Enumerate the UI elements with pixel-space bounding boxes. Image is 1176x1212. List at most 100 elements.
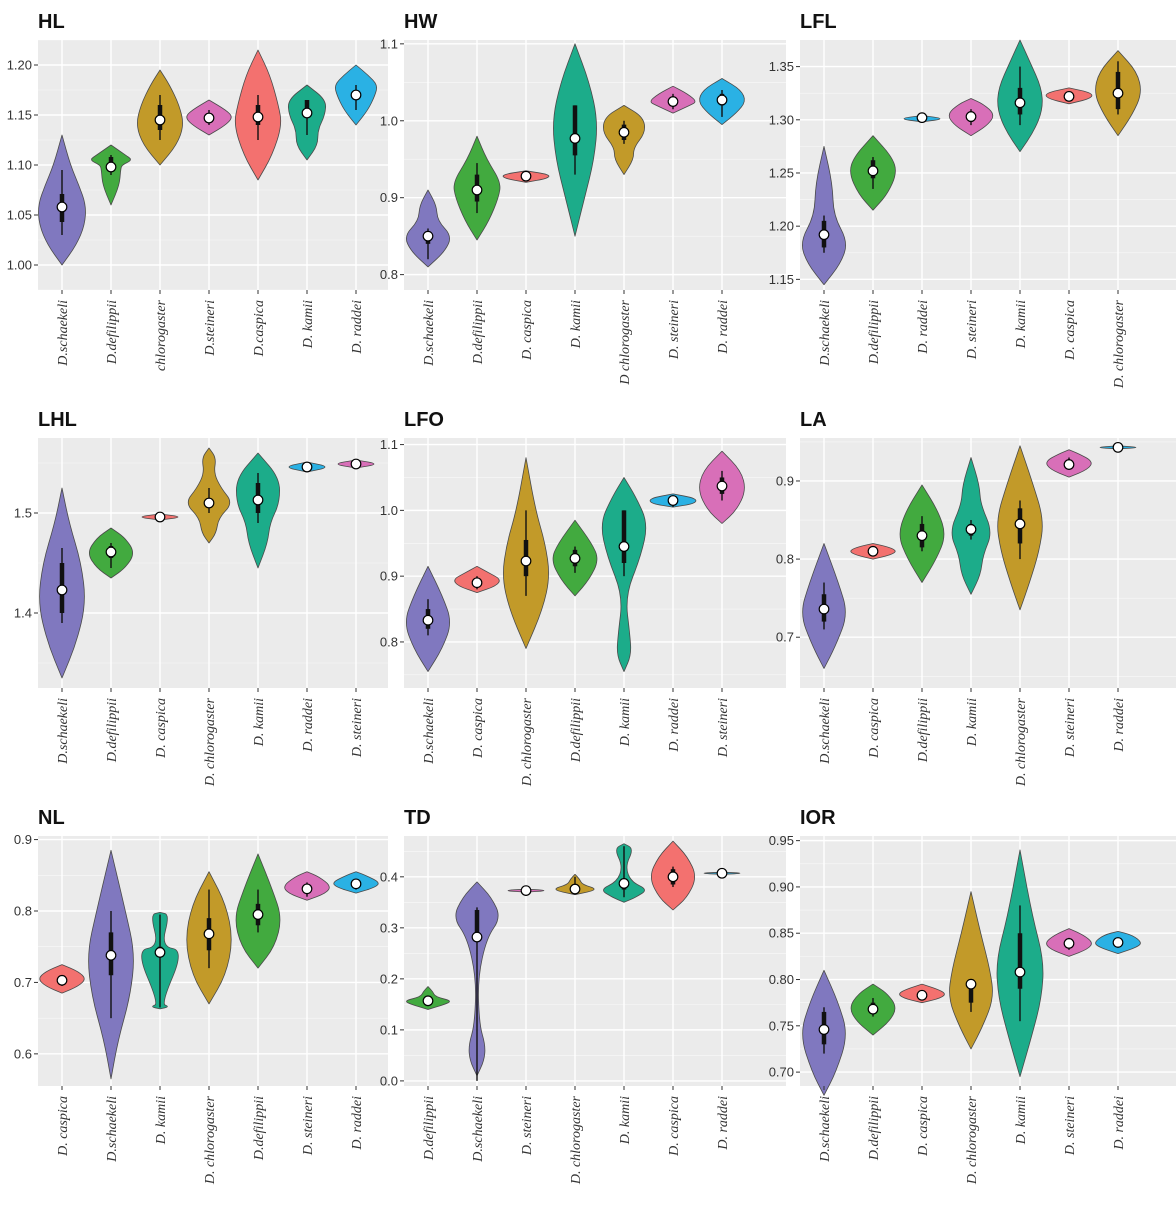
x-tick-label: D.defilippii <box>105 300 120 365</box>
panel-title: HL <box>38 11 65 33</box>
y-tick-label: 0.6 <box>14 1046 32 1061</box>
median-point <box>1112 937 1124 948</box>
x-tick-label: D. steineri <box>301 1096 316 1156</box>
violin-d-steineri <box>1046 449 1092 478</box>
violin-d-kamii <box>553 43 597 237</box>
violin-d-caspica <box>454 565 500 593</box>
median-point <box>667 871 679 883</box>
median-point <box>569 133 581 144</box>
y-tick-label: 0.7 <box>776 630 794 645</box>
violin-d-caspica <box>1045 87 1093 105</box>
violin-d-chlorogaster <box>949 891 993 1050</box>
violin-d-chlorogaster <box>187 447 231 544</box>
median-point <box>1014 97 1026 109</box>
x-tick-label: D. chlorogaster <box>203 1095 218 1185</box>
x-tick-label: D.schaekeli <box>422 698 437 765</box>
median-point <box>471 577 483 589</box>
y-tick-label: 1.15 <box>7 108 32 123</box>
panel-lfl: LFL 1.15 1.20 1.25 1.30 1.35 D.schaekeli D.defi… <box>769 11 1176 389</box>
violin-d-schaekeli <box>406 189 450 268</box>
median-point <box>154 947 166 958</box>
median-point <box>203 928 215 940</box>
violin-d-raddei <box>903 112 941 124</box>
x-tick-label: D. raddei <box>350 300 365 355</box>
violin-d-steineri <box>699 450 745 524</box>
violin-d-raddei <box>703 867 741 879</box>
median-point <box>350 89 362 101</box>
plot-area <box>404 40 786 290</box>
violin-d-raddei <box>1095 931 1141 954</box>
median-point <box>154 511 166 523</box>
y-tick-label: 0.80 <box>769 972 794 987</box>
median-point <box>203 112 215 124</box>
panel-title: LFO <box>404 409 444 431</box>
violin-d-defilippii <box>453 135 501 241</box>
median-point <box>667 96 679 107</box>
median-point <box>1014 518 1026 530</box>
violin-d-kamii <box>287 84 327 161</box>
x-tick-label: D. kamii <box>252 698 267 747</box>
x-tick-label: D. kamii <box>618 698 633 747</box>
violin-d-chlorogaster <box>1095 50 1141 137</box>
x-tick-label: D. caspica <box>56 1096 71 1157</box>
median-point <box>618 878 630 889</box>
panel-nl: NL 0.6 0.7 0.8 0.9 D. caspica D.schaekeli D. ka… <box>14 807 388 1185</box>
violin-d-schaekeli <box>406 565 450 672</box>
median-point <box>618 541 630 552</box>
median-point <box>818 229 830 241</box>
violin-d-schaekeli <box>39 487 85 679</box>
y-tick-label: 0.9 <box>14 832 32 847</box>
panel-title: LHL <box>38 409 77 431</box>
violin-d-chlorogaster <box>555 873 595 896</box>
x-tick-label: D. caspica <box>916 1096 931 1157</box>
x-tick-label: D.schaekeli <box>471 1096 486 1163</box>
violin-d-kamii <box>601 477 647 672</box>
x-tick-label: D. steineri <box>1063 698 1078 758</box>
violin-d-kamii <box>141 912 179 1010</box>
x-tick-label: D. raddei <box>1112 1096 1127 1151</box>
violin-d-defilippii <box>899 484 945 583</box>
y-tick-label: 0.85 <box>769 926 794 941</box>
median-point <box>716 480 728 492</box>
median-point <box>569 883 581 895</box>
y-tick-label: 0.95 <box>769 833 794 848</box>
y-tick-label: 0.90 <box>769 879 794 894</box>
x-tick-label: D. caspica <box>520 300 535 361</box>
median-point <box>916 989 928 1001</box>
x-tick-label: D.defilippii <box>252 1096 267 1161</box>
violin-d-caspica <box>234 49 282 181</box>
x-tick-label: D. raddei <box>350 1096 365 1151</box>
median-point <box>965 111 977 122</box>
median-point <box>818 603 830 615</box>
violin-d-steineri <box>507 885 545 896</box>
panel-lhl: LHL 1.4 1.5 D.schaekeli D.defilippii D. caspi… <box>14 409 388 787</box>
violin-d-steineri <box>1046 928 1092 957</box>
median-point <box>965 524 977 535</box>
violin-d-raddei <box>334 64 378 126</box>
violin-d-raddei <box>333 871 379 894</box>
violin-d-kamii <box>236 452 280 569</box>
violin-d-raddei <box>288 461 326 473</box>
median-point <box>916 112 928 124</box>
x-tick-label: D. steineri <box>1063 1096 1078 1156</box>
x-tick-label: D. kamii <box>965 698 980 747</box>
violin-d-schaekeli <box>88 849 134 1080</box>
y-tick-label: 1.4 <box>14 606 32 621</box>
panel-hw: HW 0.8 0.9 1.0 1.1 D.schaekeli D.defilippii D. … <box>380 11 786 386</box>
panel-hl: HL 1.00 1.05 1.10 1.15 1.20 D.schaekeli D.defil… <box>7 11 388 371</box>
y-tick-label: 1.20 <box>769 219 794 234</box>
median-point <box>618 126 630 138</box>
x-tick-label: D. raddei <box>716 1096 731 1151</box>
median-point <box>252 494 264 506</box>
median-point <box>716 94 728 106</box>
panel-title: IOR <box>800 807 836 829</box>
y-tick-label: 1.0 <box>380 113 398 128</box>
x-tick-label: D. kamii <box>1014 300 1029 349</box>
x-tick-label: D.schaekeli <box>422 300 437 367</box>
median-point <box>350 878 362 890</box>
violin-d-steineri <box>650 85 696 114</box>
violin-d-steineri <box>948 98 994 137</box>
x-tick-label: D chlorogaster <box>618 299 633 385</box>
median-point <box>56 974 68 986</box>
median-point <box>867 1003 879 1015</box>
